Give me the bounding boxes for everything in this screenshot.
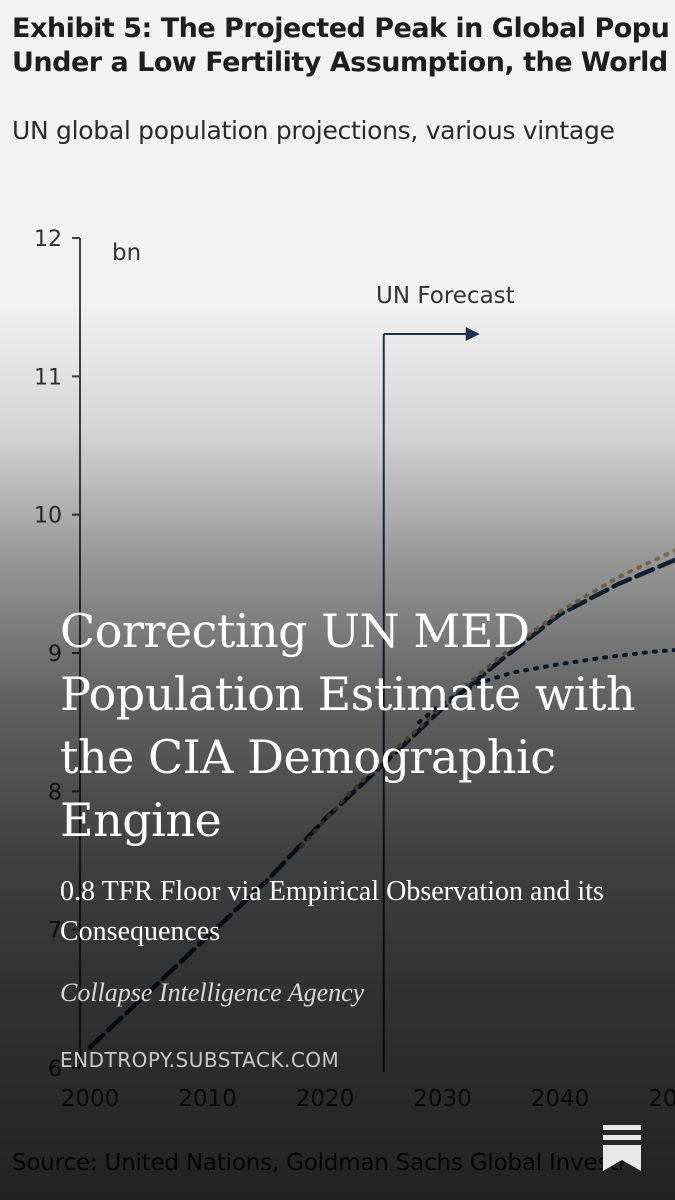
post-domain[interactable]: ENDTROPY.SUBSTACK.COM: [60, 1048, 340, 1072]
post-subtitle: 0.8 TFR Floor via Empirical Observation …: [60, 876, 604, 947]
x-tick-label: 2030: [413, 1086, 472, 1112]
y-tick-label: 11: [34, 365, 62, 390]
x-tick-label: 2040: [531, 1086, 590, 1112]
y-axis-unit-label: bn: [112, 240, 141, 266]
exhibit-source: Source: United Nations, Goldman Sachs Gl…: [12, 1150, 628, 1176]
y-tick-label: 10: [34, 504, 62, 529]
x-tick-label: 2050: [648, 1086, 675, 1112]
post-author: Collapse Intelligence Agency: [60, 978, 365, 1007]
substack-bookmark-icon[interactable]: [603, 1125, 641, 1171]
post-card[interactable]: Correcting UN MED Population Estimate wi…: [60, 600, 650, 1008]
forecast-annotation: UN Forecast: [376, 283, 515, 309]
x-tick-label: 2020: [296, 1086, 355, 1112]
post-title[interactable]: Correcting UN MED Population Estimate wi…: [60, 604, 636, 847]
x-tick-label: 2010: [178, 1086, 237, 1112]
forecast-arrow-head: [465, 327, 480, 341]
x-tick-label: 2000: [61, 1086, 120, 1112]
y-tick-label: 12: [34, 227, 62, 252]
